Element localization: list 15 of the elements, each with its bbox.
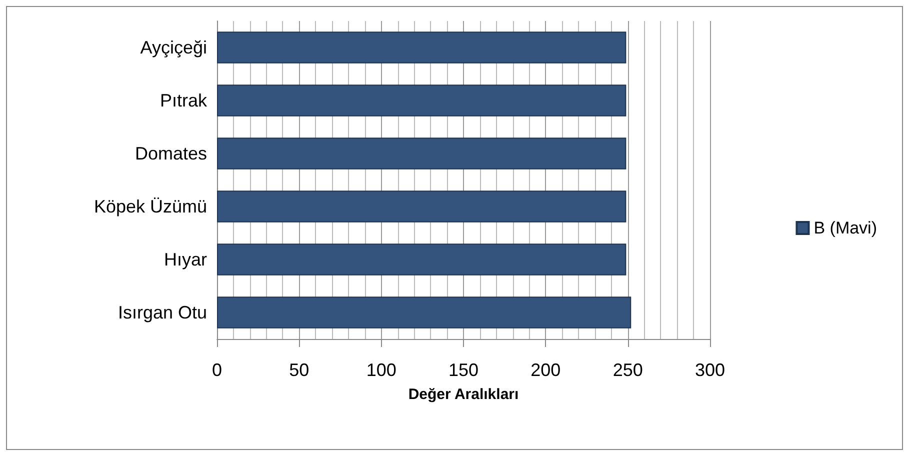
x-tick-label: 150 [448,360,479,380]
y-tick-label: Köpek Üzümü [94,196,207,216]
y-tick-label: Ayçiçeği [140,38,207,58]
x-tick-label: 50 [289,360,310,380]
y-tick-label: Pıtrak [160,90,208,110]
x-axis-title: Değer Aralıkları [408,386,519,403]
x-tick-label: 0 [212,360,222,380]
x-tick-label: 300 [694,360,726,380]
x-tick-label: 100 [366,360,396,380]
x-tick-label: 250 [612,360,643,380]
legend-label: B (Mavi) [814,218,878,238]
x-tick-label: 200 [530,360,561,380]
y-tick-label: Isırgan Otu [118,302,207,322]
y-tick-label: Hıyar [164,250,207,270]
y-tick-label: Domates [134,144,207,164]
